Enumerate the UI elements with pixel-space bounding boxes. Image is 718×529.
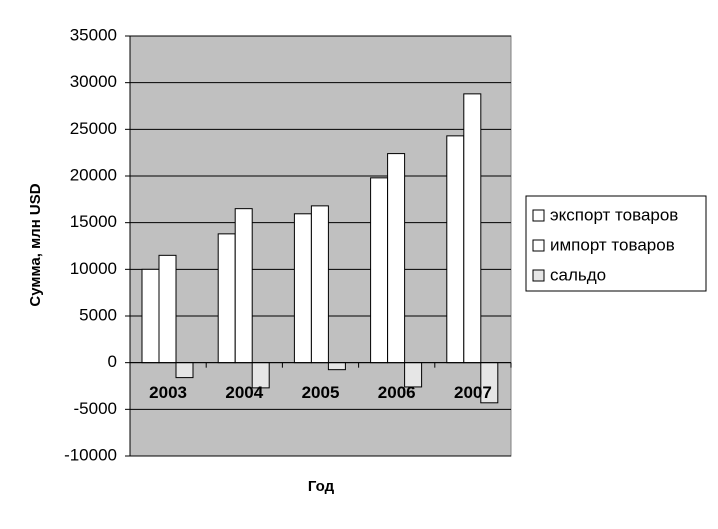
bar (370, 177, 389, 364)
y-tick-label: 30000 (70, 72, 117, 91)
x-tick-label: 2003 (149, 383, 187, 402)
y-tick-label: 25000 (70, 119, 117, 138)
y-axis-label: Сумма, млн USD (27, 183, 44, 306)
y-tick-label: -5000 (74, 399, 117, 418)
y-tick-label: 35000 (70, 25, 117, 44)
legend-label: экспорт товаров (550, 205, 678, 224)
y-tick-label: 5000 (79, 305, 117, 324)
bar (141, 268, 160, 364)
bar (158, 254, 177, 364)
bar (387, 153, 406, 364)
bar (217, 233, 236, 364)
legend (525, 195, 707, 292)
y-tick-label: 15000 (70, 212, 117, 231)
x-tick-label: 2004 (225, 383, 263, 402)
x-tick-label: 2005 (302, 383, 340, 402)
bar (463, 93, 482, 364)
bar (327, 362, 346, 371)
x-axis-label: Год (308, 478, 335, 495)
y-tick-label: 10000 (70, 259, 117, 278)
x-tick-label: 2007 (454, 383, 492, 402)
legend-label: сальдо (550, 265, 606, 284)
legend-swatch (532, 239, 545, 252)
legend-label: импорт товаров (550, 235, 675, 254)
bar (446, 135, 465, 364)
y-tick-label: 0 (108, 352, 117, 371)
legend-swatch (532, 269, 545, 282)
y-tick-label: -10000 (64, 445, 117, 464)
bar (234, 208, 253, 364)
bar (310, 205, 329, 364)
bar (175, 362, 194, 379)
legend-swatch (532, 209, 545, 222)
x-tick-label: 2006 (378, 383, 416, 402)
y-tick-label: 20000 (70, 165, 117, 184)
bar (293, 213, 312, 364)
